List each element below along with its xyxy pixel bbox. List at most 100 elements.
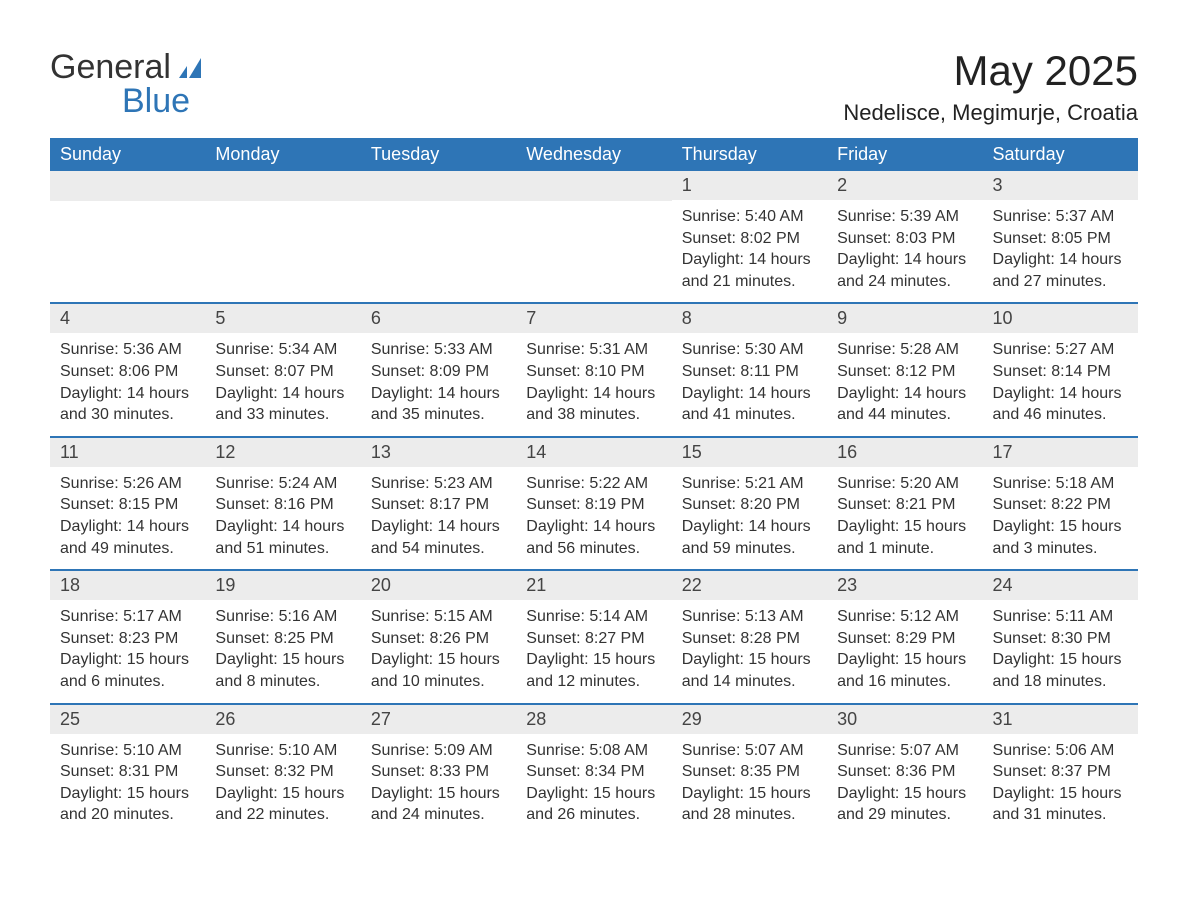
sunset-text: Sunset: 8:20 PM [682,494,817,516]
daylight-text: Daylight: 15 hours and 12 minutes. [526,649,661,692]
sunrise-text: Sunrise: 5:33 AM [371,339,506,361]
daylight-text: Daylight: 15 hours and 31 minutes. [993,783,1128,826]
day-number: 8 [672,304,827,333]
calendar-day-cell: 18Sunrise: 5:17 AMSunset: 8:23 PMDayligh… [50,569,205,702]
daylight-text: Daylight: 15 hours and 16 minutes. [837,649,972,692]
sunset-text: Sunset: 8:02 PM [682,228,817,250]
daylight-text: Daylight: 15 hours and 28 minutes. [682,783,817,826]
sunset-text: Sunset: 8:15 PM [60,494,195,516]
day-details: Sunrise: 5:13 AMSunset: 8:28 PMDaylight:… [672,600,827,702]
daylight-text: Daylight: 15 hours and 18 minutes. [993,649,1128,692]
calendar-day-cell: 12Sunrise: 5:24 AMSunset: 8:16 PMDayligh… [205,436,360,569]
day-number: 25 [50,705,205,734]
day-number: 5 [205,304,360,333]
day-details: Sunrise: 5:31 AMSunset: 8:10 PMDaylight:… [516,333,671,435]
daylight-text: Daylight: 14 hours and 49 minutes. [60,516,195,559]
day-number: 7 [516,304,671,333]
day-details: Sunrise: 5:18 AMSunset: 8:22 PMDaylight:… [983,467,1138,569]
sunset-text: Sunset: 8:23 PM [60,628,195,650]
daylight-text: Daylight: 15 hours and 14 minutes. [682,649,817,692]
sunrise-text: Sunrise: 5:16 AM [215,606,350,628]
day-details: Sunrise: 5:10 AMSunset: 8:31 PMDaylight:… [50,734,205,836]
sunset-text: Sunset: 8:33 PM [371,761,506,783]
calendar-day-cell: 31Sunrise: 5:06 AMSunset: 8:37 PMDayligh… [983,703,1138,836]
calendar-day-cell: 8Sunrise: 5:30 AMSunset: 8:11 PMDaylight… [672,302,827,435]
day-number: 10 [983,304,1138,333]
day-details: Sunrise: 5:09 AMSunset: 8:33 PMDaylight:… [361,734,516,836]
day-header: Thursday [672,138,827,171]
logo-word-1: General [50,48,171,86]
sunset-text: Sunset: 8:30 PM [993,628,1128,650]
calendar-day-cell: 29Sunrise: 5:07 AMSunset: 8:35 PMDayligh… [672,703,827,836]
day-number: 20 [361,571,516,600]
daylight-text: Daylight: 15 hours and 20 minutes. [60,783,195,826]
day-header: Tuesday [361,138,516,171]
calendar-day-cell: 19Sunrise: 5:16 AMSunset: 8:25 PMDayligh… [205,569,360,702]
day-details: Sunrise: 5:26 AMSunset: 8:15 PMDaylight:… [50,467,205,569]
logo: General Blue [50,50,209,118]
day-number: 3 [983,171,1138,200]
sunrise-text: Sunrise: 5:27 AM [993,339,1128,361]
day-details: Sunrise: 5:39 AMSunset: 8:03 PMDaylight:… [827,200,982,302]
calendar-week-row: 25Sunrise: 5:10 AMSunset: 8:31 PMDayligh… [50,703,1138,836]
daylight-text: Daylight: 14 hours and 41 minutes. [682,383,817,426]
calendar-day-cell: 9Sunrise: 5:28 AMSunset: 8:12 PMDaylight… [827,302,982,435]
calendar-page: General Blue May 2025 Nedelisce, Megimur… [0,0,1188,876]
day-number: 11 [50,438,205,467]
month-title: May 2025 [843,50,1138,92]
sunset-text: Sunset: 8:10 PM [526,361,661,383]
day-header: Saturday [983,138,1138,171]
sunrise-text: Sunrise: 5:15 AM [371,606,506,628]
sunrise-text: Sunrise: 5:12 AM [837,606,972,628]
daylight-text: Daylight: 15 hours and 29 minutes. [837,783,972,826]
sunset-text: Sunset: 8:03 PM [837,228,972,250]
calendar-day-cell: 30Sunrise: 5:07 AMSunset: 8:36 PMDayligh… [827,703,982,836]
day-details: Sunrise: 5:06 AMSunset: 8:37 PMDaylight:… [983,734,1138,836]
calendar-week-row: 11Sunrise: 5:26 AMSunset: 8:15 PMDayligh… [50,436,1138,569]
day-details: Sunrise: 5:07 AMSunset: 8:35 PMDaylight:… [672,734,827,836]
sunset-text: Sunset: 8:37 PM [993,761,1128,783]
sunset-text: Sunset: 8:26 PM [371,628,506,650]
daylight-text: Daylight: 15 hours and 22 minutes. [215,783,350,826]
day-number: 1 [672,171,827,200]
sunrise-text: Sunrise: 5:08 AM [526,740,661,762]
calendar-day-cell: 15Sunrise: 5:21 AMSunset: 8:20 PMDayligh… [672,436,827,569]
day-details: Sunrise: 5:07 AMSunset: 8:36 PMDaylight:… [827,734,982,836]
day-number: 6 [361,304,516,333]
day-header: Friday [827,138,982,171]
day-details: Sunrise: 5:37 AMSunset: 8:05 PMDaylight:… [983,200,1138,302]
sunset-text: Sunset: 8:21 PM [837,494,972,516]
day-number: 16 [827,438,982,467]
calendar-week-row: 18Sunrise: 5:17 AMSunset: 8:23 PMDayligh… [50,569,1138,702]
day-number: 12 [205,438,360,467]
sunrise-text: Sunrise: 5:10 AM [215,740,350,762]
daylight-text: Daylight: 14 hours and 27 minutes. [993,249,1128,292]
sunrise-text: Sunrise: 5:07 AM [837,740,972,762]
sunset-text: Sunset: 8:27 PM [526,628,661,650]
day-number: 29 [672,705,827,734]
day-number: 22 [672,571,827,600]
day-details: Sunrise: 5:12 AMSunset: 8:29 PMDaylight:… [827,600,982,702]
sunrise-text: Sunrise: 5:10 AM [60,740,195,762]
day-details: Sunrise: 5:24 AMSunset: 8:16 PMDaylight:… [205,467,360,569]
calendar-day-cell: 16Sunrise: 5:20 AMSunset: 8:21 PMDayligh… [827,436,982,569]
sunset-text: Sunset: 8:16 PM [215,494,350,516]
daylight-text: Daylight: 14 hours and 24 minutes. [837,249,972,292]
daylight-text: Daylight: 15 hours and 26 minutes. [526,783,661,826]
sunrise-text: Sunrise: 5:30 AM [682,339,817,361]
daylight-text: Daylight: 15 hours and 6 minutes. [60,649,195,692]
calendar-day-cell: 10Sunrise: 5:27 AMSunset: 8:14 PMDayligh… [983,302,1138,435]
calendar-empty-cell [361,171,516,302]
day-number: 28 [516,705,671,734]
day-details: Sunrise: 5:36 AMSunset: 8:06 PMDaylight:… [50,333,205,435]
day-number: 15 [672,438,827,467]
calendar-day-cell: 20Sunrise: 5:15 AMSunset: 8:26 PMDayligh… [361,569,516,702]
daylight-text: Daylight: 14 hours and 59 minutes. [682,516,817,559]
day-details: Sunrise: 5:08 AMSunset: 8:34 PMDaylight:… [516,734,671,836]
sunrise-text: Sunrise: 5:40 AM [682,206,817,228]
day-details: Sunrise: 5:40 AMSunset: 8:02 PMDaylight:… [672,200,827,302]
logo-chart-icon [179,56,209,83]
daylight-text: Daylight: 14 hours and 30 minutes. [60,383,195,426]
day-number: 2 [827,171,982,200]
calendar-day-cell: 28Sunrise: 5:08 AMSunset: 8:34 PMDayligh… [516,703,671,836]
